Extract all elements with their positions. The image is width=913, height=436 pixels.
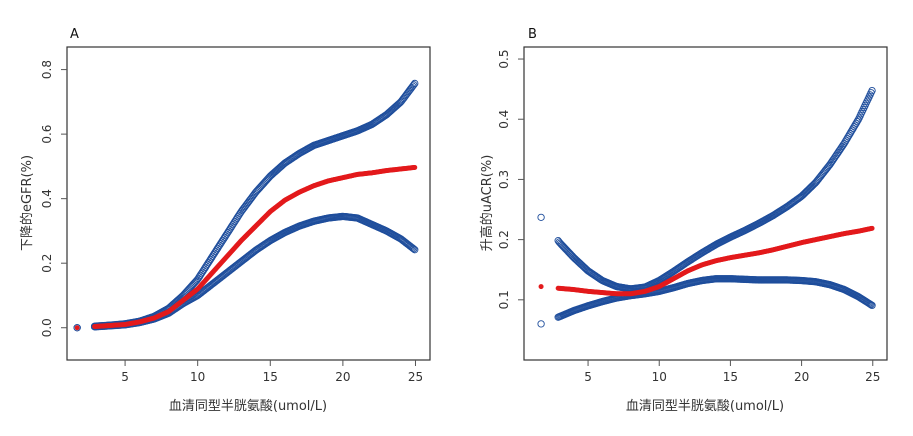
y-tick-label: 0.4 bbox=[40, 189, 54, 208]
x-tick-label: 10 bbox=[652, 370, 667, 384]
y-tick-label: 0.2 bbox=[497, 230, 511, 249]
lower-ci-point bbox=[410, 245, 418, 253]
panel-a-label: A bbox=[70, 27, 79, 42]
lower-ci-point bbox=[411, 246, 419, 254]
y-tick-label: 0.0 bbox=[40, 318, 54, 337]
lower-ci-point bbox=[866, 300, 874, 308]
estimate-series bbox=[74, 164, 418, 331]
upper-ci-point bbox=[853, 117, 861, 126]
estimate-series bbox=[538, 225, 875, 297]
y-tick-label: 0.1 bbox=[497, 290, 511, 309]
y-tick-label: 0.2 bbox=[40, 254, 54, 273]
x-tick-label: 5 bbox=[121, 370, 129, 384]
x-tick-label: 20 bbox=[794, 370, 809, 384]
panel-a-x-axis-title: 血清同型半胱氨酸(umol/L) bbox=[169, 399, 327, 414]
panel-a-y-axis-title: 下降的eGFR(%) bbox=[19, 155, 35, 251]
x-tick-label: 5 bbox=[584, 370, 592, 384]
upper-ci-point bbox=[411, 79, 419, 88]
panel-a: A 0.0 0.2 0.4 0.6 0.8 5 10 15 20 25 血清同型半胱氨酸(umo… bbox=[19, 27, 431, 414]
panel-a-x-axis: 5 10 15 20 25 bbox=[121, 360, 423, 384]
x-tick-label: 15 bbox=[723, 370, 738, 384]
panel-b-x-axis-title: 血清同型半胱氨酸(umol/L) bbox=[626, 399, 784, 414]
panel-a-y-axis: 0.0 0.2 0.4 0.6 0.8 bbox=[40, 60, 67, 337]
upper-ci-series bbox=[73, 79, 419, 332]
x-tick-label: 15 bbox=[263, 370, 278, 384]
lower-ci-point bbox=[409, 244, 417, 252]
estimate-point bbox=[412, 164, 418, 170]
upper-ci-point bbox=[868, 86, 876, 95]
panel-b-y-axis-title: 升高的uACR(%) bbox=[479, 155, 495, 252]
estimate-point bbox=[538, 284, 544, 290]
panel-b-label: B bbox=[528, 27, 537, 42]
estimate-point bbox=[74, 325, 80, 331]
panel-b-plot-frame bbox=[523, 46, 888, 361]
x-tick-label: 10 bbox=[190, 370, 205, 384]
y-tick-label: 0.5 bbox=[497, 49, 511, 68]
y-tick-label: 0.4 bbox=[497, 110, 511, 129]
upper-ci-point bbox=[410, 81, 418, 89]
x-tick-label: 25 bbox=[408, 370, 423, 384]
panel-b-data-marks bbox=[537, 86, 876, 328]
panel-a-data-marks bbox=[73, 79, 419, 332]
x-tick-label: 20 bbox=[335, 370, 350, 384]
panel-b: B 0.1 0.2 0.3 0.4 0.5 5 10 15 20 25 血清同型半胱氨酸(umo… bbox=[479, 27, 888, 414]
y-tick-label: 0.6 bbox=[40, 125, 54, 144]
panel-a-plot-frame bbox=[66, 46, 431, 361]
lower-ci-point bbox=[73, 324, 81, 332]
lower-ci-series bbox=[537, 275, 876, 328]
panel-b-y-axis: 0.1 0.2 0.3 0.4 0.5 bbox=[497, 49, 524, 309]
upper-ci-series bbox=[537, 86, 876, 293]
y-tick-label: 0.3 bbox=[497, 170, 511, 189]
lower-ci-point bbox=[537, 320, 545, 328]
x-tick-label: 25 bbox=[865, 370, 880, 384]
panel-b-x-axis: 5 10 15 20 25 bbox=[584, 360, 880, 384]
lower-ci-series bbox=[73, 212, 419, 332]
upper-ci-point bbox=[537, 213, 545, 221]
y-tick-label: 0.8 bbox=[40, 60, 54, 79]
estimate-point bbox=[869, 225, 875, 231]
lower-ci-point bbox=[868, 301, 876, 310]
lower-ci-point bbox=[867, 301, 875, 309]
